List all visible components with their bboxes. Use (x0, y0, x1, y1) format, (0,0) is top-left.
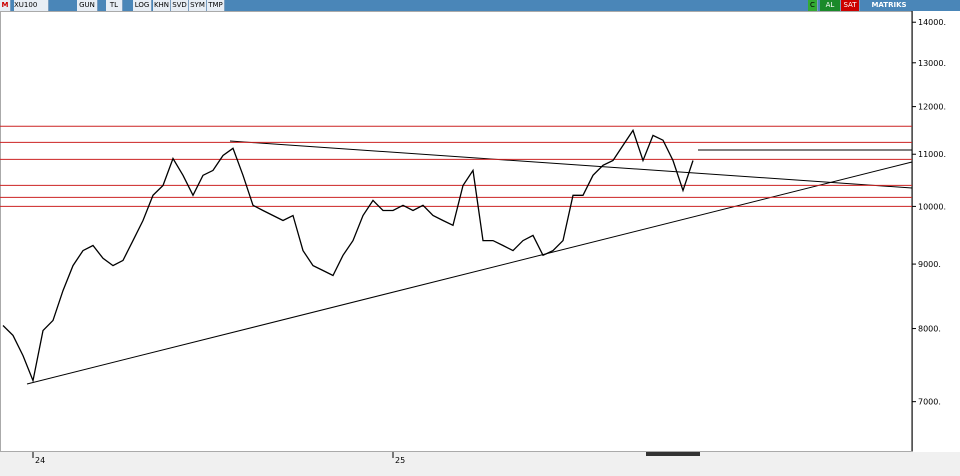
x-axis-band (0, 452, 960, 476)
logo: M (0, 0, 11, 11)
brand: MATRIKS (864, 0, 914, 11)
sell-button[interactable]: SAT (841, 0, 860, 11)
trend-line (229, 140, 913, 189)
trend-line (26, 161, 913, 385)
buy-button[interactable]: AL (820, 0, 841, 11)
y-tick-label: 13000. (918, 59, 946, 68)
y-tick-label: 14000. (918, 18, 946, 27)
symbol[interactable]: XU100 (14, 0, 49, 11)
y-tick-label: 9000. (918, 260, 941, 269)
button[interactable]: LOG (133, 0, 152, 11)
button[interactable]: SYM (189, 0, 207, 11)
y-tick-label: 12000. (918, 103, 946, 112)
y-tick-label: 11000. (918, 150, 946, 159)
x-tick-label: 25 (395, 456, 405, 465)
button[interactable]: SVD (171, 0, 189, 11)
y-tick-label: 8000. (918, 325, 941, 334)
price-line (2, 128, 694, 383)
button[interactable]: TL (106, 0, 123, 11)
button[interactable]: TMP (207, 0, 225, 11)
scroll-thumb[interactable] (646, 452, 700, 456)
y-tick-label: 7000. (918, 398, 941, 407)
x-tick-label: 24 (35, 456, 45, 465)
button[interactable]: GUN (77, 0, 98, 11)
toolbar: M XU100 GUN TL LOG KHN SVD SYM TMP C AL … (0, 0, 960, 11)
y-tick-label: 10000. (918, 202, 946, 211)
button[interactable]: C (808, 0, 818, 11)
chart: 7000. 8000. 9000. 10000. 11000. 12000. 13000. 1… (0, 11, 960, 476)
plot-frame (0, 11, 913, 452)
button[interactable]: KHN (153, 0, 171, 11)
